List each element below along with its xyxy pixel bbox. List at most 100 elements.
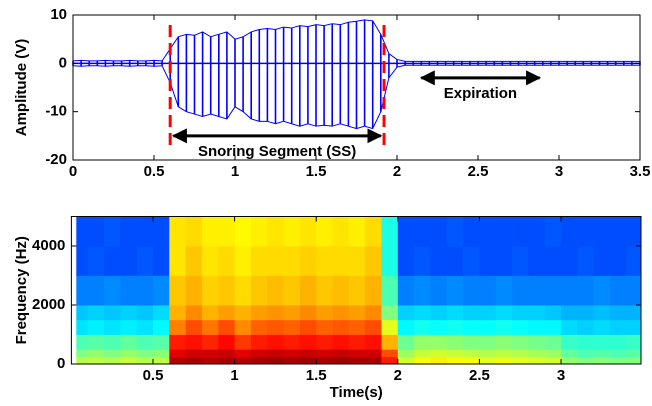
spectrogram-cell [267,216,284,247]
spectrogram-cell [87,334,105,350]
spectrogram-cell [365,305,382,321]
spectrogram-cell [446,305,464,321]
spectrogram-cell [332,319,350,335]
spectrogram-cell [512,275,529,306]
spectrogram-cell [446,275,464,306]
spectrogram-cell [365,216,382,247]
spectrogram-cell [348,216,366,247]
spectrogram-cell [495,275,513,306]
spectrogram-cell [397,275,415,306]
spectrogram-cell [332,356,350,365]
spectrogram-cell [87,275,105,306]
spectrogram-cell [283,305,301,321]
spectrogram-cell [626,349,642,358]
spectrogram-cell [495,356,513,365]
spectrogram-cell [430,334,448,350]
spectrogram-cell [561,216,578,247]
spectrogram-cell [153,216,170,247]
spectrogram-cell [495,216,513,247]
spectrogram-cell [76,246,89,276]
y-tick-label: 10 [50,6,67,23]
spectrogram-cell [87,246,105,276]
spectrogram-cell [250,349,268,358]
spectrogram-cell [104,334,121,350]
spectrogram-cell [463,334,480,350]
spectrogram-cell [463,216,480,247]
spectrogram-cell [87,216,105,247]
spectrogram-cell [414,305,431,321]
spectrogram-cell [76,216,89,247]
spectrogram-cell [76,275,89,306]
spectrogram-cell [512,334,529,350]
spectrogram-cell [381,305,399,321]
spectrogram-cell [561,275,578,306]
spectrogram-cell [414,356,431,365]
y-tick-label: -20 [45,151,67,168]
spectrogram-cell [87,349,105,358]
spectrogram-cell [169,334,187,350]
spectrogram-cell [609,334,627,350]
spectrogram-cell [577,334,595,350]
spectrogram-cell [153,349,170,358]
spectrogram-cell [76,319,89,335]
spectrogram-cell [479,356,497,365]
x-tick-label: 3.5 [630,163,651,180]
spectrogram-cell [136,216,154,247]
spectrogram-cell [218,334,236,350]
y-tick-label: -10 [45,103,67,120]
spectrogram-cell [250,356,268,365]
spectrogram-cell [414,349,431,358]
spectrogram-cell [414,216,431,247]
spectrogram-cell [267,275,284,306]
annotation-label: Expiration [444,85,517,102]
spectrogram-cell [561,356,578,365]
spectrogram-cell [463,246,480,276]
spectrogram-cell [120,305,138,321]
spectrogram-cell [348,349,366,358]
spectrogram-cell [299,334,317,350]
spectrogram-cell [430,246,448,276]
spectrogram-cell [397,349,415,358]
spectrogram-cell [299,349,317,358]
spectrogram-cell [136,349,154,358]
spectrogram-cell [561,349,578,358]
spectrogram-cell [512,319,529,335]
spectrogram-cell [609,349,627,358]
spectrogram-cell [348,334,366,350]
spectrogram-cell [495,349,513,358]
spectrogram-cell [479,246,497,276]
spectrogram-cell [169,275,187,306]
spectrogram-cell [430,275,448,306]
spectrogram-cell [332,305,350,321]
spectrogram-cell [381,319,399,335]
spectrogram-cell [495,319,513,335]
annotation-label: Snoring Segment (SS) [198,143,356,160]
spectrogram-cell [299,216,317,247]
spectrogram-cell [626,319,642,335]
spectrogram-cell [104,216,121,247]
spectrogram-cell [332,334,350,350]
spectrogram-cell [169,305,187,321]
spectrogram-cell [365,356,382,365]
spectrogram-cell [153,305,170,321]
spectrogram-cell [283,349,301,358]
spectrogram-cell [267,334,284,350]
spectrogram-cell [446,216,464,247]
spectrogram-cell [136,275,154,306]
spectrogram-cell [626,216,642,247]
spectrogram-cell [544,334,562,350]
spectrogram-cell [479,319,497,335]
spectrogram-cell [250,216,268,247]
spectrogram-cell [120,319,138,335]
spectrogram-cell [120,356,138,365]
spectrogram-cell [185,305,203,321]
spectrogram-cell [365,246,382,276]
spectrogram-cell [201,305,219,321]
spectrogram-cell [593,246,611,276]
spectrogram-cell [120,334,138,350]
spectrogram-cell [201,319,219,335]
spectrogram-cell [381,216,399,247]
spectrogram-cell [414,319,431,335]
spectrogram-cell [120,216,138,247]
plot-frame [70,216,642,365]
